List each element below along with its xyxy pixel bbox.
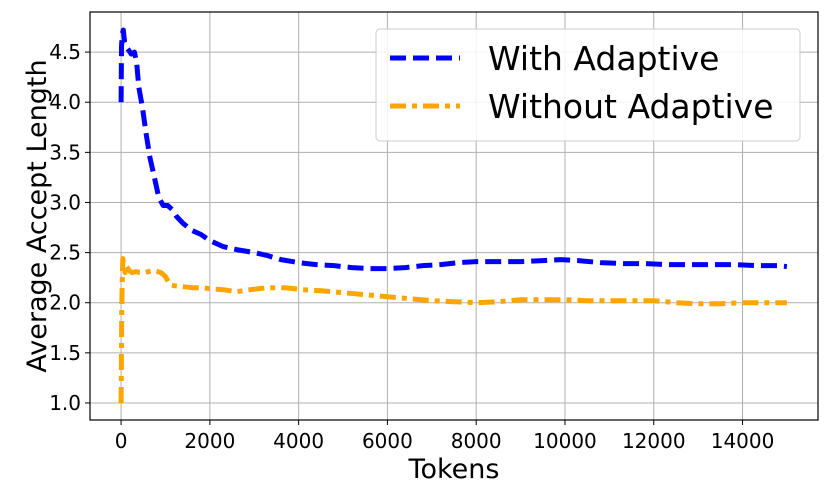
series-line-0 [118, 27, 788, 272]
plot-frame [89, 11, 819, 421]
tick-marks [85, 51, 744, 425]
legend: With Adaptive Without Adaptive [375, 28, 801, 142]
x-tick-label: 2000 [184, 429, 235, 453]
y-tick-label: 3.0 [49, 190, 81, 214]
series-line-1 [118, 256, 787, 404]
y-tick-label: 3.5 [49, 140, 81, 164]
legend-label-with-adaptive: With Adaptive [488, 39, 719, 78]
legend-box [375, 28, 801, 142]
y-tick-label: 1.0 [49, 391, 81, 415]
x-tick-label: 4000 [273, 429, 324, 453]
x-tick-label: 0 [115, 429, 128, 453]
x-tick-label: 8000 [451, 429, 502, 453]
x-tick-label: 10000 [533, 429, 597, 453]
x-tick-labels: 0 2000 4000 6000 8000 10000 12000 14000 [115, 429, 775, 453]
x-axis-label: Tokens [408, 454, 500, 485]
y-tick-label: 2.5 [49, 241, 81, 265]
y-axis-label: Average Accept Length [22, 59, 53, 372]
x-tick-label: 14000 [711, 429, 775, 453]
y-tick-label: 4.5 [49, 40, 81, 64]
x-tick-label: 12000 [622, 429, 686, 453]
y-tick-label: 1.5 [49, 341, 81, 365]
y-tick-labels: 1.0 1.5 2.0 2.5 3.0 3.5 4.0 4.5 [49, 40, 81, 415]
y-tick-label: 4.0 [49, 90, 81, 114]
series-lines [118, 27, 788, 404]
legend-label-without-adaptive: Without Adaptive [488, 87, 774, 126]
y-tick-label: 2.0 [49, 291, 81, 315]
x-tick-label: 6000 [362, 429, 413, 453]
